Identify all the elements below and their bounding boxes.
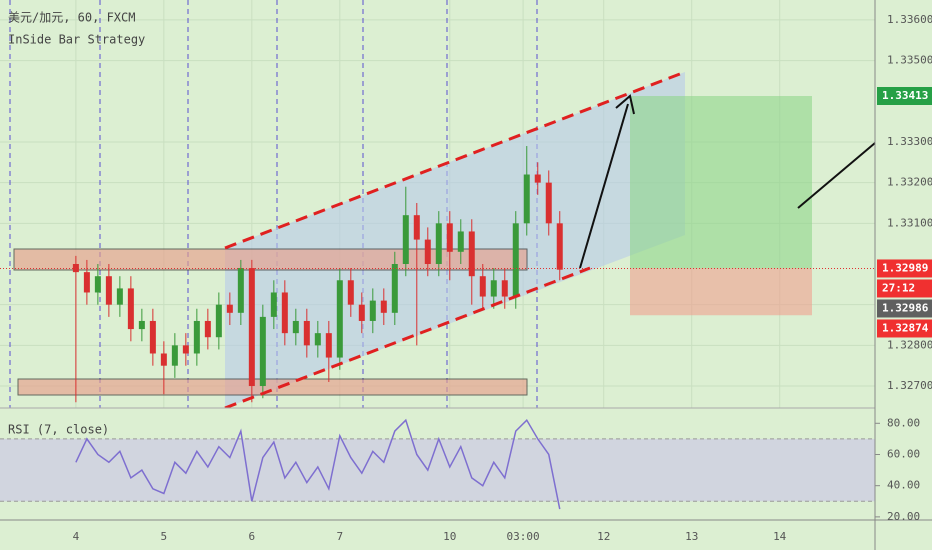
candle-body (116, 288, 123, 305)
x-tick-label: 13 (685, 530, 698, 543)
candle-body (336, 280, 343, 358)
rsi-tick-label: 20.00 (887, 510, 920, 523)
candle-body (534, 174, 541, 183)
candle-body (248, 268, 255, 387)
candle-body (193, 320, 200, 354)
candles (0, 146, 875, 403)
rsi-title: RSI (7, close) (8, 423, 109, 437)
arrow-head (615, 94, 635, 115)
candle-body (226, 304, 233, 313)
price-label-box (877, 319, 932, 338)
rsi (0, 418, 880, 518)
price-label-box (877, 259, 932, 278)
candle-body (424, 239, 431, 264)
y-tick-label: 1.33200 (887, 176, 932, 189)
price-label: 1.33413 (882, 89, 928, 102)
candle-body (237, 268, 244, 313)
candle-body (127, 288, 134, 330)
candle-body (281, 292, 288, 334)
candle-body (435, 223, 442, 264)
support-zone (17, 378, 528, 396)
y-tick-label: 1.32800 (887, 338, 932, 351)
x-tick-label: 03:00 (507, 530, 540, 543)
rsi-tick-label: 40.00 (887, 479, 920, 492)
candle-body (501, 280, 508, 297)
x-tick-label: 14 (773, 530, 787, 543)
chart-title: 美元/加元, 60, FXCM (8, 11, 135, 25)
candle-body (512, 223, 519, 297)
candle-body (215, 304, 222, 338)
x-tick-label: 4 (73, 530, 80, 543)
candle-body (171, 345, 178, 366)
candle-body (523, 174, 530, 224)
price-label-box (877, 279, 932, 298)
x-tick-label: 10 (443, 530, 456, 543)
candle-body (83, 272, 90, 293)
candle-body (160, 353, 167, 366)
candle-body (479, 276, 486, 297)
session-lines (9, 0, 538, 408)
x-tick-label: 12 (597, 530, 610, 543)
rsi-tick-label: 60.00 (887, 447, 920, 460)
candle-body (94, 276, 101, 293)
position-tool (630, 96, 812, 316)
candle-body (325, 333, 332, 358)
x-tick-label: 7 (336, 530, 343, 543)
candle-body (402, 215, 409, 264)
resistance-zone (13, 248, 528, 271)
candle-body (303, 320, 310, 346)
price-label: 1.32986 (882, 301, 929, 314)
y-tick-label: 1.33500 (887, 54, 932, 67)
candle-body (105, 276, 112, 305)
y-tick-label: 1.32700 (887, 379, 932, 392)
candle-body (149, 320, 156, 354)
x-tick-label: 6 (249, 530, 256, 543)
x-tick-label: 5 (161, 530, 168, 543)
candle-body (347, 280, 354, 305)
rsi-tick-label: 80.00 (887, 416, 920, 429)
price-label: 1.32874 (882, 321, 929, 334)
candle-body (457, 231, 464, 252)
trend-line (797, 142, 876, 209)
y-tick-label: 1.33100 (887, 216, 932, 229)
candle-body (413, 215, 420, 240)
price-label-box (877, 299, 932, 318)
candle-body (204, 320, 211, 338)
candle-body (468, 231, 475, 277)
candle-body (391, 264, 398, 313)
candle-body (182, 345, 189, 354)
price-label-box (877, 87, 932, 105)
candle-body (138, 320, 145, 330)
target-zone (630, 96, 812, 269)
rsi-band (0, 438, 875, 502)
candle-body (292, 320, 299, 334)
candle-body (270, 292, 277, 317)
candle-body (556, 223, 563, 270)
rsi-line (75, 418, 561, 510)
labels: 1.327001.328001.329001.331001.332001.333… (73, 13, 932, 543)
channel-bottom (224, 266, 591, 410)
candle-body (314, 333, 321, 346)
stop-zone (630, 268, 812, 316)
arrow (579, 103, 629, 269)
chart-subtitle: InSide Bar Strategy (8, 33, 145, 47)
candle-body (490, 280, 497, 297)
candle-body (380, 300, 387, 313)
price-label: 27:12 (882, 281, 915, 294)
y-tick-label: 1.33600 (887, 13, 932, 26)
candle-body (358, 304, 365, 321)
candle-body (446, 223, 453, 252)
y-tick-label: 1.33300 (887, 135, 932, 148)
price-label: 1.32989 (882, 261, 928, 274)
candle-body (259, 316, 266, 387)
channel-top (224, 70, 686, 250)
candle-body (369, 300, 376, 321)
candle-body (545, 182, 552, 224)
